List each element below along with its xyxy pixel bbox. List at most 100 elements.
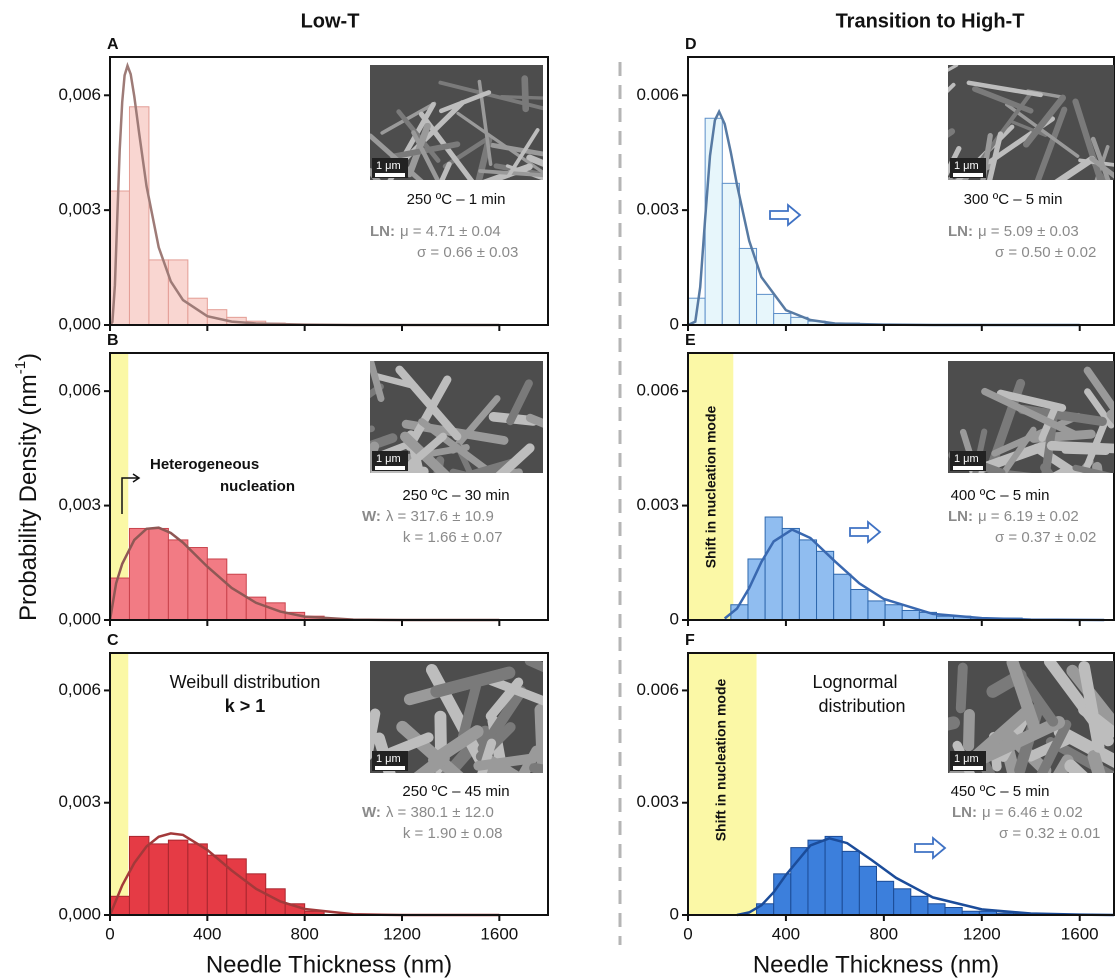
sem-needle — [394, 432, 447, 473]
sem-needle — [1078, 158, 1114, 167]
histogram-bar — [816, 550, 835, 621]
sem-needle — [1034, 106, 1068, 180]
sem-needle — [456, 111, 543, 175]
sem-inset: 1 μm — [948, 361, 1114, 473]
sem-needle — [526, 154, 543, 167]
panel: 0,000 0,003 0,006 A 1 μm 250 ºC – 1 min LN: μ =… — [58, 36, 549, 333]
nucleation-shade — [688, 353, 734, 620]
y-tick-label: 0 — [670, 904, 679, 923]
histogram-bar — [187, 843, 208, 916]
histogram-bar — [148, 527, 169, 621]
x-tick-label: 0 — [683, 924, 692, 943]
column-title: Transition to High-T — [836, 10, 1025, 32]
sem-needle — [1053, 725, 1114, 768]
annotation: nucleation — [220, 478, 295, 495]
fit-param: λ = 317.6 ± 10.9 — [386, 508, 494, 525]
sem-inset: 1 μm — [370, 65, 543, 180]
histogram-bar — [756, 293, 775, 326]
histogram-bar — [148, 843, 169, 916]
panel: 0 0.003 0.006 D 1 μm 300 ºC – 5 min LN: μ = 5.0… — [636, 36, 1115, 333]
sem-needle — [438, 80, 543, 111]
y-tick-label: 0.006 — [636, 85, 679, 104]
sem-needle — [992, 468, 1032, 473]
y-label-sup: -1 — [12, 361, 29, 374]
sem-needle — [1072, 98, 1104, 180]
sem-needle — [418, 111, 475, 180]
sem-needle — [986, 131, 1004, 180]
nucleation-shade — [688, 653, 757, 915]
y-tick-label: 0,000 — [58, 314, 101, 333]
plot-frame — [109, 56, 549, 326]
sem-needle — [457, 681, 482, 743]
sem-needle — [370, 708, 381, 760]
x-tick-label: 1200 — [963, 924, 1001, 943]
annotation: Heterogeneous — [150, 456, 259, 473]
sem-needle — [438, 90, 492, 114]
sem-needle — [1054, 155, 1096, 180]
fit-curve — [687, 108, 1080, 327]
histogram-bar — [245, 873, 267, 916]
y-tick-label: 0,003 — [58, 200, 101, 219]
fit-param: k = 1.90 ± 0.08 — [403, 825, 503, 842]
fit-param: k = 1.66 ± 0.07 — [403, 529, 503, 546]
sem-needle — [475, 135, 493, 180]
sem-needle — [413, 751, 450, 773]
sem-needle — [485, 677, 524, 721]
sem-needle — [370, 383, 384, 399]
sem-needle — [999, 426, 1037, 473]
plot-frame — [687, 352, 1115, 621]
fit-param: μ = 4.71 ± 0.04 — [400, 223, 501, 240]
fit-label: W: — [362, 508, 381, 525]
annotation: Lognormal — [812, 672, 897, 692]
condition-label: 400 ºC – 5 min — [951, 487, 1050, 504]
y-tick-label: 0.003 — [636, 495, 679, 514]
x-tick-label: 800 — [290, 924, 318, 943]
scale-bar — [953, 173, 983, 177]
sem-needle — [948, 716, 961, 731]
panel: 0,000 0,003 0,006 B 1 μm 250 ºC – 30 min W: λ =… — [58, 332, 549, 628]
x-axis-label: Needle Thickness (nm) — [753, 951, 999, 978]
x-tick-label: 400 — [193, 924, 221, 943]
sem-needle — [1084, 388, 1114, 429]
condition-label: 300 ºC – 5 min — [964, 191, 1063, 208]
sem-needle — [534, 703, 543, 773]
histogram-bar — [167, 839, 189, 916]
scale-bar-label: 1 μm — [954, 453, 979, 465]
histogram-bar — [824, 835, 843, 916]
nucleation-shade — [110, 653, 129, 915]
sem-needle — [1036, 719, 1072, 773]
y-tick-label: 0.006 — [636, 381, 679, 400]
y-tick-label: 0,006 — [58, 85, 101, 104]
sem-needle — [395, 365, 462, 441]
x-tick-label: 1600 — [1061, 924, 1099, 943]
histogram-bar — [764, 516, 783, 621]
sem-needle — [380, 101, 437, 135]
histogram-bar — [721, 182, 740, 326]
sem-needle — [1083, 366, 1114, 416]
histogram-bar — [850, 588, 869, 621]
histogram-bar — [927, 903, 946, 916]
sem-needle — [449, 468, 472, 473]
scale-bar — [375, 466, 405, 470]
histogram-bar — [773, 313, 792, 326]
sem-needle — [963, 709, 975, 752]
sem-needle — [506, 379, 533, 426]
x-tick-label: 0 — [105, 924, 114, 943]
histogram-bar — [944, 907, 963, 916]
histogram-bar — [245, 596, 267, 621]
y-axis-label: Probability Density (nm-1) — [12, 353, 42, 621]
sem-needle — [955, 662, 968, 714]
sem-inset: 1 μm — [948, 65, 1114, 180]
sem-needle — [948, 128, 956, 138]
condition-label: 250 ºC – 30 min — [402, 487, 509, 504]
plot-frame — [687, 56, 1115, 326]
panel: 0 0.003 0.006 E 1 μm 400 ºC – 5 min LN: μ = 6.1… — [636, 332, 1115, 628]
sem-needle — [370, 361, 385, 402]
sem-needle — [948, 65, 959, 72]
y-tick-label: 0,006 — [58, 381, 101, 400]
scale-bar-label: 1 μm — [376, 753, 401, 765]
sem-needle — [525, 413, 543, 428]
sem-inset: 1 μm — [948, 661, 1114, 773]
sem-needle — [449, 395, 501, 454]
sem-needle — [454, 442, 474, 473]
